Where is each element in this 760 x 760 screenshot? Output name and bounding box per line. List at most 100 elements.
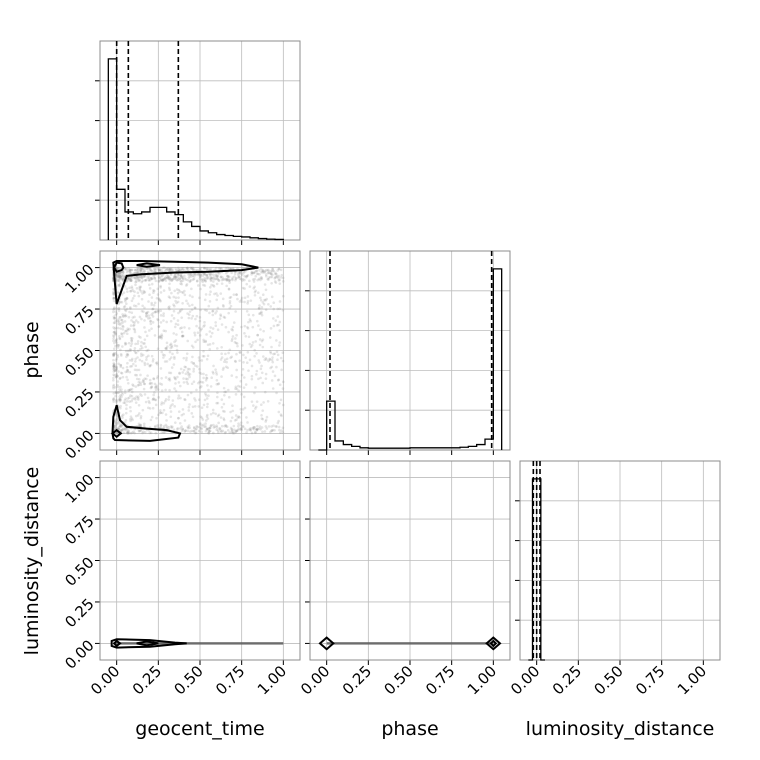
sample-point (233, 359, 237, 363)
sample-point (275, 365, 278, 369)
sample-point (130, 339, 134, 343)
sample-point (235, 387, 239, 391)
sample-point (179, 268, 182, 271)
sample-point (134, 364, 138, 368)
sample-point (148, 364, 152, 368)
sample-point (193, 273, 197, 276)
sample-point (123, 299, 127, 303)
sample-point (201, 354, 205, 358)
sample-point (177, 394, 181, 397)
sample-point (258, 269, 261, 272)
sample-point (137, 383, 141, 387)
sample-point (140, 276, 144, 280)
sample-point (176, 427, 180, 430)
sample-point (113, 362, 116, 366)
sample-point (167, 275, 171, 279)
sample-point (262, 401, 265, 404)
sample-point (198, 275, 202, 278)
sample-point (208, 293, 212, 296)
sample-point (150, 269, 153, 272)
sample-point (157, 275, 161, 278)
sample-point (128, 268, 132, 272)
sample-point (172, 295, 176, 299)
sample-point (186, 370, 189, 373)
sample-point (126, 368, 129, 372)
sample-point (269, 430, 272, 434)
sample-point (275, 425, 278, 428)
sample-point (203, 298, 207, 302)
sample-point (175, 279, 179, 282)
sample-point (117, 307, 121, 310)
sample-point (254, 407, 257, 410)
sample-point (268, 357, 271, 361)
sample-point (197, 405, 201, 408)
panel-ticks (95, 267, 284, 455)
sample-point (259, 427, 262, 431)
sample-point (116, 421, 120, 425)
sample-point (162, 426, 166, 430)
sample-point (164, 329, 167, 333)
sample-point (260, 364, 263, 368)
sample-point (261, 301, 265, 304)
sample-point (140, 280, 144, 284)
sample-point (167, 398, 170, 401)
sample-point (140, 274, 144, 278)
sample-point (148, 431, 152, 435)
sample-point (199, 266, 202, 270)
sample-point (198, 296, 201, 300)
sample-point (249, 428, 253, 432)
sample-point (133, 396, 136, 400)
sample-point (168, 305, 171, 308)
sample-point (112, 331, 116, 334)
sample-point (277, 323, 280, 327)
sample-point (114, 344, 117, 348)
sample-point (152, 289, 156, 293)
sample-point (170, 345, 174, 349)
sample-point (174, 377, 177, 381)
sample-point (267, 278, 270, 281)
sample-point (125, 353, 129, 356)
sample-point (116, 353, 119, 357)
sample-point (239, 411, 243, 415)
sample-point (185, 299, 188, 303)
sample-point (181, 334, 185, 338)
sample-point (142, 275, 145, 278)
sample-point (259, 296, 262, 300)
sample-point (266, 268, 270, 272)
sample-point (237, 271, 240, 275)
sample-point (129, 276, 133, 279)
sample-point (112, 339, 115, 343)
sample-point (126, 353, 130, 357)
sample-point (128, 349, 131, 352)
sample-point (147, 279, 151, 282)
sample-point (173, 325, 177, 329)
sample-point (137, 275, 141, 279)
sample-point (198, 425, 201, 429)
sample-point (173, 275, 176, 279)
sample-point (167, 266, 170, 270)
sample-point (220, 406, 224, 409)
sample-point (112, 378, 115, 382)
sample-point (193, 306, 197, 309)
sample-point (129, 349, 133, 352)
sample-point (118, 395, 122, 398)
sample-point (278, 307, 282, 311)
sample-point (256, 427, 259, 431)
sample-point (119, 352, 123, 356)
sample-point (170, 291, 173, 295)
sample-point (197, 284, 200, 287)
sample-point (113, 321, 117, 325)
sample-point (187, 276, 191, 279)
sample-point (172, 428, 176, 431)
sample-point (160, 376, 163, 380)
sample-point (192, 370, 195, 373)
sample-point (112, 296, 116, 300)
sample-point (117, 427, 121, 431)
sample-point (243, 331, 246, 335)
sample-point (238, 300, 242, 303)
sample-point (126, 430, 130, 434)
sample-point (229, 295, 233, 299)
sample-point (210, 331, 214, 335)
sample-point (150, 385, 153, 389)
sample-point (243, 300, 246, 304)
